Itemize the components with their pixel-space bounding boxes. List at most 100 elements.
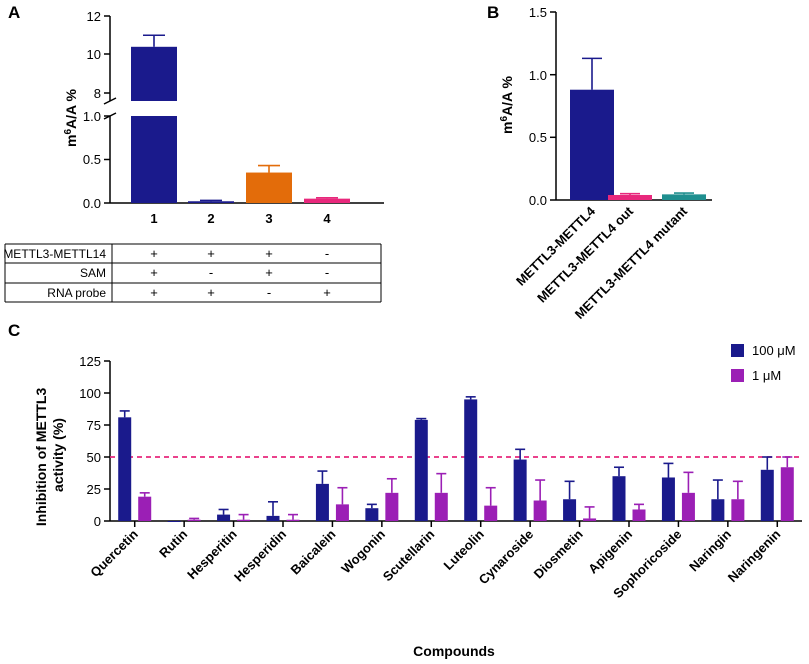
panel-c-bar: [583, 518, 597, 521]
panel-b-label: B: [487, 3, 499, 22]
panel-c-bar: [464, 399, 478, 521]
panel-c-category-label: Diosmetin: [531, 526, 586, 581]
panel-a-bar: [131, 46, 177, 101]
table-cell: -: [267, 285, 271, 300]
panel-c-category-label: Scutellarin: [380, 526, 438, 584]
panel-c-tick-label: 0: [94, 514, 101, 529]
panel-c-ticks: 0 25 50 75 100 125: [79, 354, 110, 529]
legend-label: 1 μM: [752, 368, 781, 383]
panel-a-bar: [246, 172, 292, 203]
panel-c-category-label: Apigenin: [585, 526, 635, 576]
panel-a-bars: 1 2 3 4: [131, 34, 350, 226]
panel-c-category-label: Naringenin: [725, 526, 784, 585]
panel-c-bar: [414, 419, 428, 521]
panel-c-bar: [167, 521, 181, 522]
panel-c-bar: [632, 509, 646, 521]
panel-c-bar: [533, 500, 547, 521]
panel-c-bar: [711, 499, 725, 521]
panel-c-bar: [612, 476, 626, 521]
panel-a-tick-label: 8: [94, 86, 101, 101]
table-cell: -: [209, 265, 213, 280]
panel-b-tick-label: 0.5: [529, 130, 547, 145]
panel-c-category-label: Quercetin: [87, 526, 141, 580]
panel-c: C Inhibition of METTL3 activity (%) 0 25…: [8, 321, 802, 659]
table-cell: +: [150, 246, 158, 261]
table-row-label: SAM: [80, 266, 106, 280]
panel-c-xlabel: Compounds: [413, 643, 495, 659]
panel-c-label: C: [8, 321, 20, 340]
panel-b-bar: [608, 194, 652, 200]
panel-c-category-label: Rutin: [156, 526, 190, 560]
panel-c-bars: Quercetin RutinHesperitinHesperidinBaical…: [87, 396, 802, 601]
panel-a-category-label: 4: [323, 211, 331, 226]
panel-c-bar: [237, 519, 251, 521]
panel-a-bar: [188, 201, 234, 203]
table-cell: +: [207, 246, 215, 261]
table-row-label: METTL3-METTL14: [3, 247, 106, 261]
table-cell: +: [265, 265, 273, 280]
panel-c-bar: [780, 467, 794, 521]
panel-c-category-label: Naringin: [686, 526, 734, 574]
panel-c-bar: [118, 417, 132, 521]
panel-a-bar: [304, 198, 350, 203]
panel-c-bar: [760, 469, 774, 521]
panel-a-tick-label: 12: [87, 9, 101, 24]
panel-b-tick-label: 0.0: [529, 193, 547, 208]
panel-a-tick-label: 1.0: [83, 109, 101, 124]
legend-swatch: [731, 344, 744, 357]
panel-a-tick-label: 10: [87, 47, 101, 62]
panel-c-bar: [513, 459, 527, 521]
panel-c-bar: [266, 515, 280, 521]
panel-c-tick-label: 75: [87, 418, 101, 433]
panel-a-ylabel: m6A/A %: [63, 88, 79, 146]
panel-b-ylabel: m6A/A %: [499, 75, 515, 133]
panel-c-tick-label: 125: [79, 354, 101, 369]
panel-c-bar: [286, 519, 300, 521]
panel-c-tick-label: 100: [79, 386, 101, 401]
panel-c-ylabel: Inhibition of METTL3 activity (%): [33, 384, 66, 526]
panel-b-tick-label: 1.0: [529, 68, 547, 83]
panel-c-bar: [365, 508, 379, 521]
panel-c-tick-label: 50: [87, 450, 101, 465]
panel-c-legend: 100 μM 1 μM: [731, 343, 796, 383]
panel-b-tick-label: 1.5: [529, 5, 547, 20]
panel-c-category-label: Luteolin: [440, 526, 486, 572]
table-cell: +: [150, 285, 158, 300]
panel-a-upper-ticks: 8 10 12: [87, 9, 110, 101]
panel-b: B m6A/A % 0.0 0.5 1.0 1.5 METTL3-METTL4M…: [487, 3, 712, 322]
panel-c-bar: [187, 519, 201, 521]
panel-c-category-label: Baicalein: [288, 526, 339, 577]
panel-c-bar: [217, 514, 231, 521]
panel-a-tick-label: 0.0: [83, 196, 101, 211]
panel-a-tick-label: 0.5: [83, 152, 101, 167]
table-cell: +: [323, 285, 331, 300]
table-row-label: RNA probe: [47, 286, 106, 300]
panel-c-bar: [661, 477, 675, 521]
panel-b-ticks: 0.0 0.5 1.0 1.5: [529, 5, 556, 208]
table-cell: +: [265, 246, 273, 261]
panel-c-tick-label: 25: [87, 482, 101, 497]
panel-c-bar: [138, 496, 152, 521]
panel-c-bar: [385, 492, 399, 521]
table-cell: +: [150, 265, 158, 280]
condition-table: METTL3-METTL14 + + + - SAM + - + - RNA probe + + - +: [3, 243, 382, 303]
table-cell: -: [325, 265, 329, 280]
panel-c-bar: [434, 492, 448, 521]
panel-c-category-label: Wogonin: [338, 526, 388, 576]
panel-c-bar: [315, 483, 329, 521]
panel-a-bar: [131, 116, 177, 203]
table-cell: -: [325, 246, 329, 261]
panel-c-category-label: Hesperidin: [231, 526, 289, 584]
panel-b-bar: [570, 89, 614, 200]
panel-a-category-label: 2: [207, 211, 214, 226]
panel-a-category-label: 3: [265, 211, 272, 226]
panel-c-bar: [335, 504, 349, 521]
table-cell: +: [207, 285, 215, 300]
legend-label: 100 μM: [752, 343, 796, 358]
panel-c-bar: [484, 505, 498, 521]
legend-swatch: [731, 369, 744, 382]
panel-c-bar: [563, 499, 577, 521]
